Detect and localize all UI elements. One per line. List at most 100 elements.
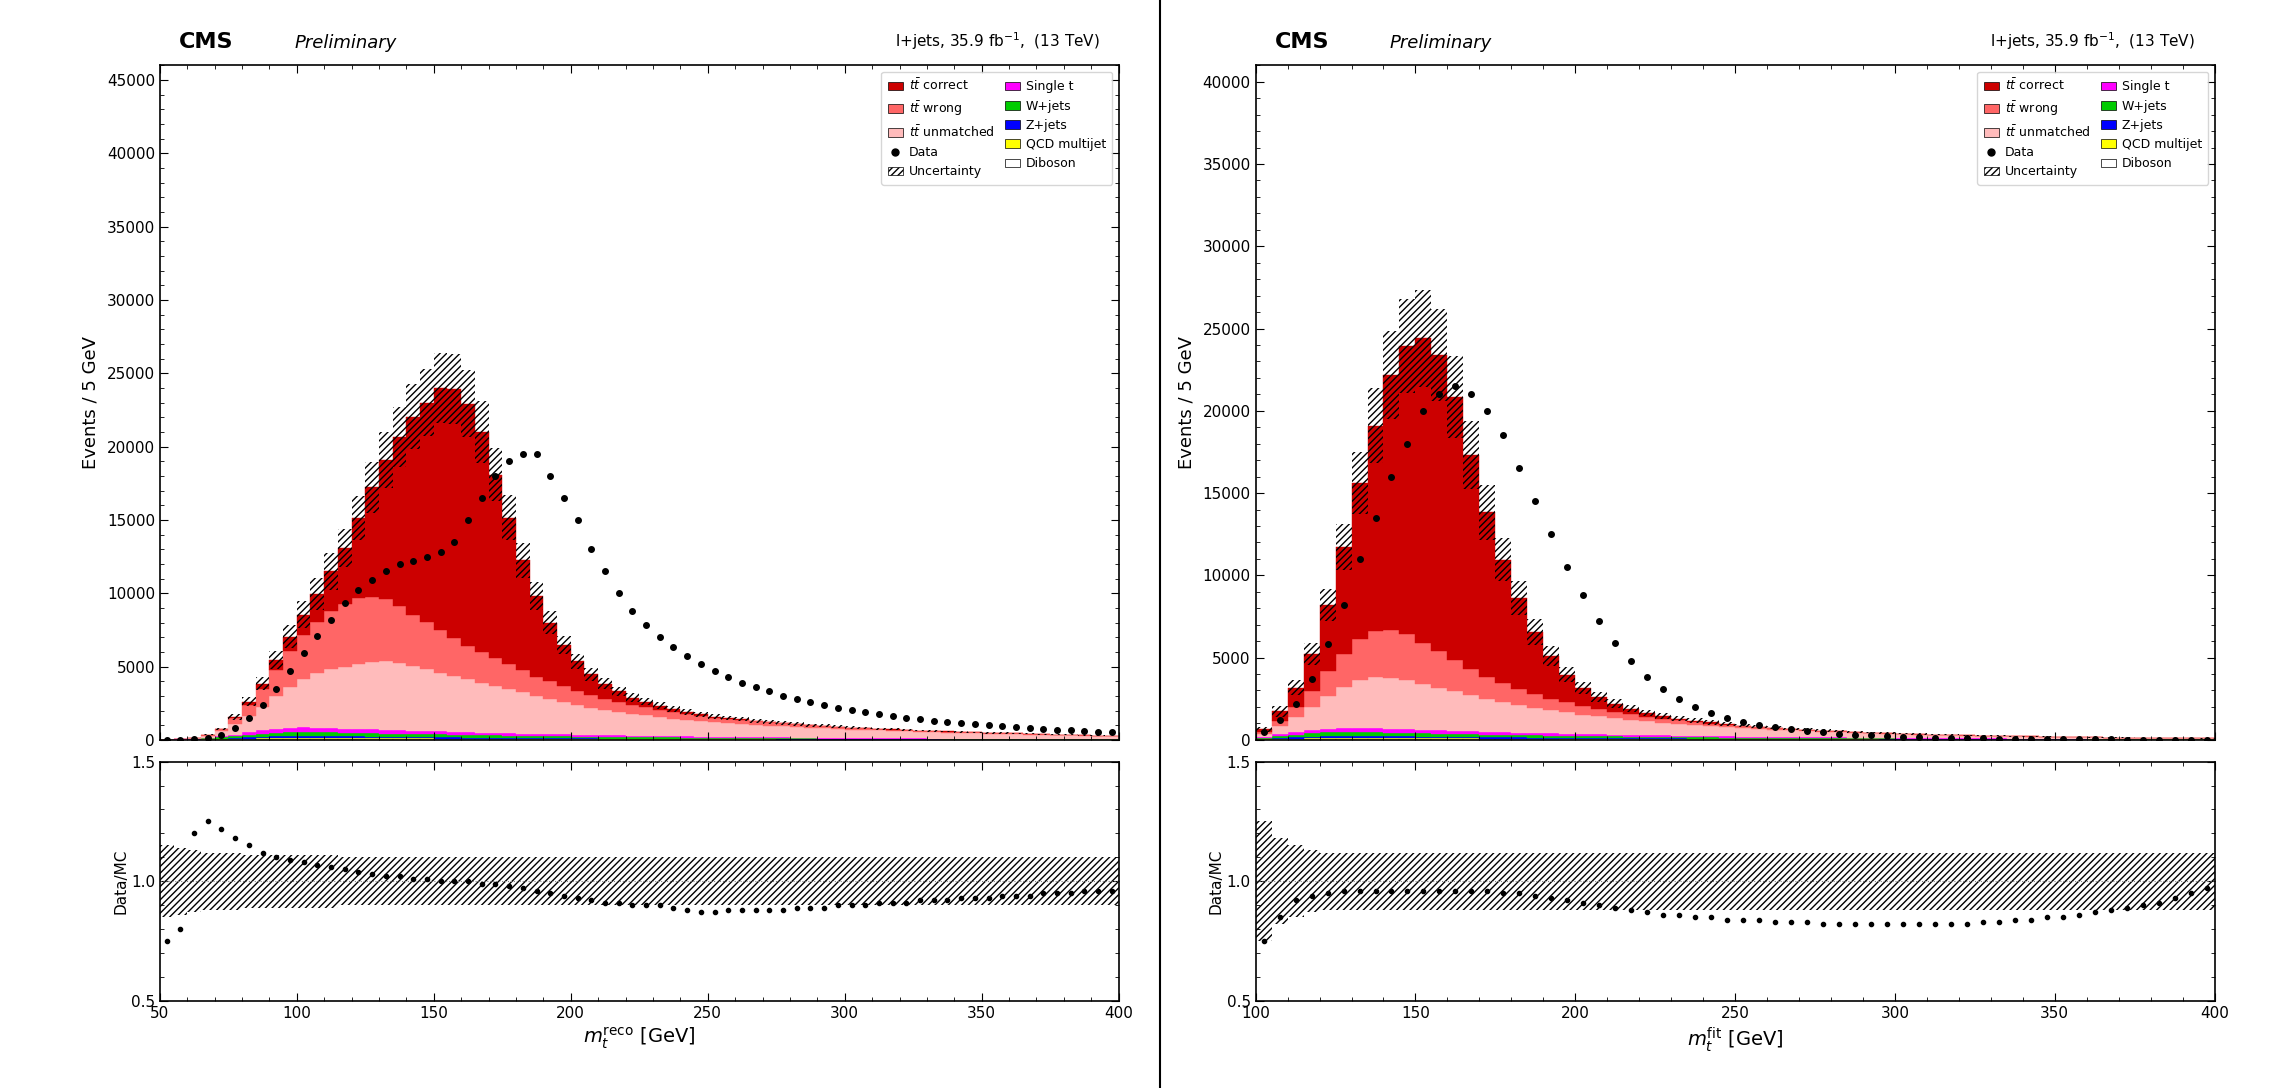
Bar <box>420 738 434 739</box>
Bar <box>639 735 653 738</box>
Bar <box>1527 631 1543 694</box>
Bar <box>1559 703 1575 713</box>
Bar <box>1655 853 1671 910</box>
Bar <box>680 857 694 905</box>
Bar <box>571 737 584 739</box>
Bar <box>1463 421 1479 490</box>
Bar <box>365 733 379 737</box>
Bar <box>228 737 242 738</box>
Bar <box>639 738 653 739</box>
Bar <box>790 857 804 905</box>
Bar <box>1336 853 1352 910</box>
Bar <box>584 857 598 905</box>
Bar <box>557 687 571 702</box>
Bar <box>1431 688 1447 730</box>
Bar <box>557 645 571 687</box>
Bar <box>338 529 352 567</box>
Bar <box>516 670 530 692</box>
Bar <box>1272 721 1288 726</box>
Bar <box>653 702 667 709</box>
Bar <box>379 660 393 730</box>
Bar <box>1799 853 1815 910</box>
Bar <box>584 734 598 737</box>
Bar <box>2103 738 2119 739</box>
Bar <box>831 729 845 738</box>
Bar <box>324 669 338 728</box>
Bar <box>324 553 338 590</box>
Bar <box>434 672 447 731</box>
Bar <box>749 857 763 905</box>
Bar <box>694 715 708 716</box>
Bar <box>776 724 790 727</box>
Bar <box>1687 725 1703 735</box>
Y-axis label: Data/MC: Data/MC <box>114 849 128 914</box>
Bar <box>1320 738 1336 739</box>
Bar <box>1383 375 1399 630</box>
Bar <box>1415 853 1431 910</box>
Bar <box>1463 695 1479 731</box>
Bar <box>1559 733 1575 735</box>
Bar <box>1368 729 1383 732</box>
Bar <box>1543 656 1559 698</box>
Bar <box>1783 728 1799 730</box>
Bar <box>667 709 680 712</box>
Bar <box>1831 730 1847 732</box>
Bar <box>352 738 365 739</box>
Bar <box>1447 356 1463 438</box>
Bar <box>434 857 447 905</box>
Bar <box>680 715 694 720</box>
Bar <box>2119 853 2135 910</box>
Bar <box>1911 734 1927 738</box>
Bar <box>708 857 721 905</box>
Bar <box>680 738 694 739</box>
Bar <box>858 857 872 905</box>
Bar <box>1703 853 1719 910</box>
Bar <box>598 710 612 735</box>
Bar <box>475 652 489 682</box>
Legend: $t\bar{t}$ correct, $t\bar{t}$ wrong, $t\bar{t}$ unmatched, Data, Uncertainty, S: $t\bar{t}$ correct, $t\bar{t}$ wrong, $t… <box>881 72 1112 185</box>
Bar <box>365 662 379 729</box>
Bar <box>338 604 352 667</box>
Bar <box>1009 733 1023 734</box>
Bar <box>1671 724 1687 735</box>
Bar <box>790 722 804 726</box>
Bar <box>1023 857 1036 905</box>
Bar <box>269 729 283 732</box>
Bar <box>1783 853 1799 910</box>
Bar <box>1847 731 1863 733</box>
Bar <box>543 734 557 737</box>
Bar <box>160 845 174 917</box>
Bar <box>1272 737 1288 738</box>
Bar <box>1607 700 1623 708</box>
Bar <box>516 543 530 579</box>
Bar <box>1863 731 1879 733</box>
Bar <box>283 728 297 732</box>
Bar <box>1671 853 1687 910</box>
Bar <box>1703 720 1719 725</box>
Bar <box>598 737 612 739</box>
Bar <box>900 729 913 731</box>
Bar <box>1623 720 1639 735</box>
Bar <box>502 665 516 689</box>
Bar <box>1751 853 1767 910</box>
Bar <box>2007 737 2023 739</box>
Bar <box>1751 727 1767 729</box>
Bar <box>365 737 379 738</box>
Bar <box>1655 735 1671 737</box>
Bar <box>1336 524 1352 570</box>
Bar <box>900 730 913 731</box>
Bar <box>1527 738 1543 739</box>
Bar <box>1623 735 1639 737</box>
Bar <box>379 737 393 739</box>
Bar <box>1463 455 1479 669</box>
Bar <box>1559 667 1575 682</box>
Bar <box>1064 735 1078 739</box>
X-axis label: $m_{t}^{\mathrm{fit}}$ [GeV]: $m_{t}^{\mathrm{fit}}$ [GeV] <box>1687 1025 1783 1053</box>
Bar <box>310 578 324 610</box>
Bar <box>1050 735 1064 739</box>
Bar <box>831 727 845 729</box>
Bar <box>1415 733 1431 737</box>
Bar <box>1959 853 1975 910</box>
Bar <box>626 735 639 737</box>
Bar <box>1687 722 1703 725</box>
